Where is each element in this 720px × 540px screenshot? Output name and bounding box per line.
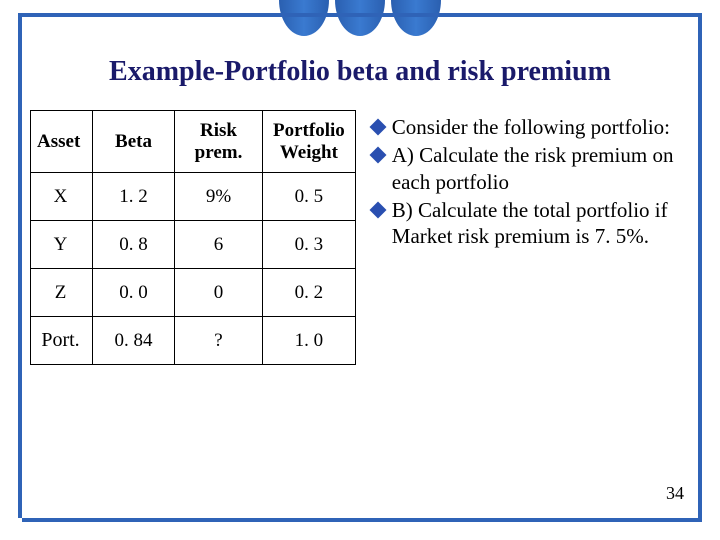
cell-weight: 0. 3 (263, 221, 356, 269)
bullet-text: A) Calculate the risk premium on each po… (392, 142, 690, 195)
cell-beta: 0. 84 (93, 317, 175, 365)
cell-risk-prem: 0 (175, 269, 263, 317)
page-number: 34 (666, 483, 684, 504)
frame-border-top (18, 13, 702, 17)
col-header-portfolio-weight: Portfolio Weight (263, 111, 356, 173)
frame-border-right (698, 13, 702, 522)
bullet-item: A) Calculate the risk premium on each po… (370, 142, 690, 195)
slide-title: Example-Portfolio beta and risk premium (0, 56, 720, 88)
col-header-risk-prem: Risk prem. (175, 111, 263, 173)
table-row: Z 0. 0 0 0. 2 (31, 269, 356, 317)
bullet-list: Consider the following portfolio: A) Cal… (370, 110, 690, 251)
diamond-bullet-icon (369, 147, 386, 164)
cell-beta: 1. 2 (93, 173, 175, 221)
portfolio-table: Asset Beta Risk prem. Portfolio Weight X… (30, 110, 356, 365)
bullet-text: B) Calculate the total portfolio if Mark… (392, 197, 690, 250)
frame-border-left (18, 13, 22, 522)
cell-weight: 0. 2 (263, 269, 356, 317)
bullet-item: Consider the following portfolio: (370, 114, 690, 140)
table-row: X 1. 2 9% 0. 5 (31, 173, 356, 221)
col-header-beta: Beta (93, 111, 175, 173)
cell-beta: 0. 0 (93, 269, 175, 317)
cell-asset: X (31, 173, 93, 221)
bullet-item: B) Calculate the total portfolio if Mark… (370, 197, 690, 250)
diamond-bullet-icon (369, 119, 386, 136)
cell-weight: 1. 0 (263, 317, 356, 365)
table-row-total: Port. 0. 84 ? 1. 0 (31, 317, 356, 365)
diamond-bullet-icon (369, 201, 386, 218)
top-cap (391, 0, 441, 36)
cell-asset: Port. (31, 317, 93, 365)
top-cap (279, 0, 329, 36)
frame-border-bottom (18, 518, 702, 522)
content-area: Asset Beta Risk prem. Portfolio Weight X… (30, 110, 690, 365)
table-row: Y 0. 8 6 0. 3 (31, 221, 356, 269)
col-header-asset: Asset (31, 111, 93, 173)
cell-asset: Z (31, 269, 93, 317)
cell-asset: Y (31, 221, 93, 269)
cell-risk-prem: 6 (175, 221, 263, 269)
top-cap (335, 0, 385, 36)
cell-weight: 0. 5 (263, 173, 356, 221)
top-decoration (279, 0, 441, 36)
bullet-text: Consider the following portfolio: (392, 114, 690, 140)
cell-risk-prem: 9% (175, 173, 263, 221)
cell-beta: 0. 8 (93, 221, 175, 269)
cell-risk-prem: ? (175, 317, 263, 365)
table-header-row: Asset Beta Risk prem. Portfolio Weight (31, 111, 356, 173)
portfolio-table-wrap: Asset Beta Risk prem. Portfolio Weight X… (30, 110, 356, 365)
